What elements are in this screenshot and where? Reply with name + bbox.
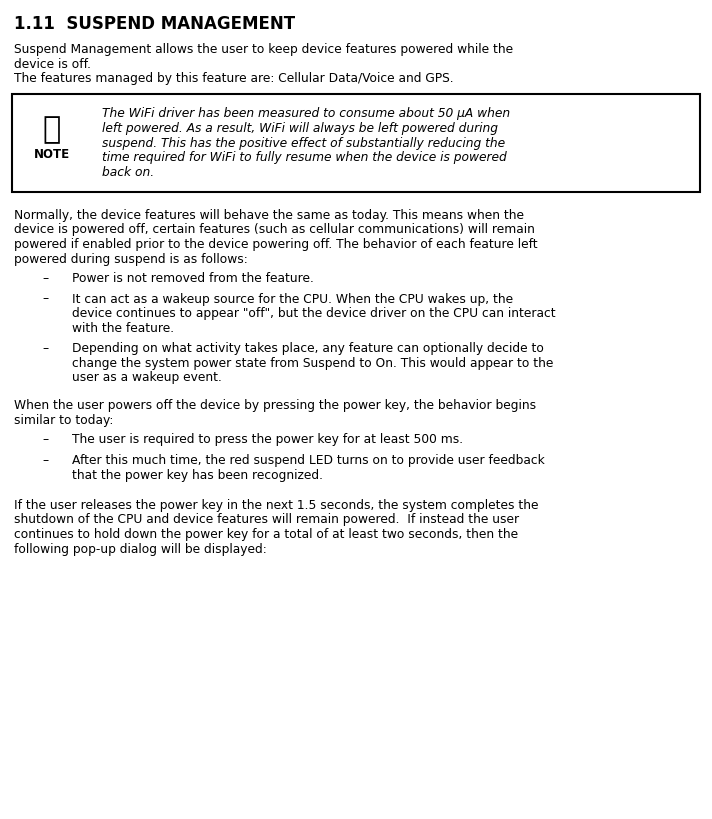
Text: powered if enabled prior to the device powering off. The behavior of each featur: powered if enabled prior to the device p…: [14, 238, 538, 251]
Text: 1.11  SUSPEND MANAGEMENT: 1.11 SUSPEND MANAGEMENT: [14, 15, 295, 33]
Text: It can act as a wakeup source for the CPU. When the CPU wakes up, the: It can act as a wakeup source for the CP…: [72, 292, 513, 305]
Text: –: –: [42, 292, 48, 305]
Text: device is off.: device is off.: [14, 57, 91, 70]
Text: –: –: [42, 454, 48, 467]
Text: powered during suspend is as follows:: powered during suspend is as follows:: [14, 252, 248, 265]
Text: with the feature.: with the feature.: [72, 321, 174, 334]
Text: Depending on what activity takes place, any feature can optionally decide to: Depending on what activity takes place, …: [72, 342, 544, 355]
Text: NOTE: NOTE: [34, 147, 70, 161]
Text: continues to hold down the power key for a total of at least two seconds, then t: continues to hold down the power key for…: [14, 527, 518, 541]
Text: After this much time, the red suspend LED turns on to provide user feedback: After this much time, the red suspend LE…: [72, 454, 545, 467]
Text: When the user powers off the device by pressing the power key, the behavior begi: When the user powers off the device by p…: [14, 399, 536, 412]
Text: back on.: back on.: [102, 165, 154, 179]
Text: 👊: 👊: [43, 115, 61, 144]
Text: –: –: [42, 342, 48, 355]
Text: Normally, the device features will behave the same as today. This means when the: Normally, the device features will behav…: [14, 209, 524, 222]
Text: The WiFi driver has been measured to consume about 50 μA when: The WiFi driver has been measured to con…: [102, 107, 510, 120]
Text: –: –: [42, 433, 48, 446]
Text: that the power key has been recognized.: that the power key has been recognized.: [72, 468, 323, 481]
Text: The features managed by this feature are: Cellular Data/Voice and GPS.: The features managed by this feature are…: [14, 72, 454, 85]
Text: left powered. As a result, WiFi will always be left powered during: left powered. As a result, WiFi will alw…: [102, 122, 498, 135]
Text: user as a wakeup event.: user as a wakeup event.: [72, 370, 222, 383]
Bar: [12, 94, 700, 192]
Text: similar to today:: similar to today:: [14, 414, 113, 427]
Text: device continues to appear "off", but the device driver on the CPU can interact: device continues to appear "off", but th…: [72, 306, 555, 319]
Text: shutdown of the CPU and device features will remain powered.  If instead the use: shutdown of the CPU and device features …: [14, 513, 519, 526]
Text: Suspend Management allows the user to keep device features powered while the: Suspend Management allows the user to ke…: [14, 43, 513, 56]
Text: Power is not removed from the feature.: Power is not removed from the feature.: [72, 272, 314, 285]
Text: suspend. This has the positive effect of substantially reducing the: suspend. This has the positive effect of…: [102, 136, 505, 149]
Text: –: –: [42, 272, 48, 285]
Text: change the system power state from Suspend to On. This would appear to the: change the system power state from Suspe…: [72, 356, 553, 369]
Text: time required for WiFi to fully resume when the device is powered: time required for WiFi to fully resume w…: [102, 151, 507, 164]
Text: following pop-up dialog will be displayed:: following pop-up dialog will be displaye…: [14, 542, 267, 554]
Text: device is powered off, certain features (such as cellular communications) will r: device is powered off, certain features …: [14, 224, 535, 236]
Text: The user is required to press the power key for at least 500 ms.: The user is required to press the power …: [72, 433, 463, 446]
Text: If the user releases the power key in the next 1.5 seconds, the system completes: If the user releases the power key in th…: [14, 499, 538, 511]
